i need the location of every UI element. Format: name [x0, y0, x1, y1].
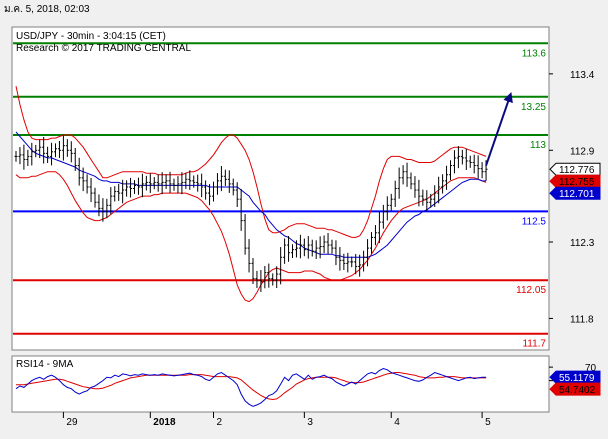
time-axis-label: 2018 — [153, 417, 176, 428]
projection-arrow — [485, 92, 513, 166]
rsi-badge-label: 54.7402 — [559, 385, 596, 396]
lower-band-line — [15, 171, 487, 303]
ma-line — [15, 131, 487, 258]
price-badge: 112.701 — [549, 186, 601, 200]
date-stamp: ม.ค. 5, 2018, 02:03 — [4, 4, 90, 15]
key-level-label: 113.6 — [522, 48, 547, 59]
bollinger-bands — [15, 85, 487, 303]
time-axis-label: 3 — [307, 417, 313, 428]
time-axis-label: 5 — [485, 417, 491, 428]
rsi-ma-line — [16, 372, 487, 401]
key-level-labels: 113.6 13.25 113 112.5 112.05 111.7 — [516, 48, 546, 349]
upper-band-line — [15, 85, 487, 238]
time-axis-label: 29 — [66, 417, 78, 428]
moving-average — [15, 131, 487, 258]
time-axis-label: 4 — [394, 417, 400, 428]
price-axis-label: 111.8 — [570, 314, 594, 325]
rsi-axis-label: 70 — [585, 363, 597, 374]
key-level-label: 112.5 — [522, 216, 547, 227]
chart-title: USD/JPY - 30min - 3:04:15 (CET) — [16, 31, 166, 42]
price-panel — [11, 26, 550, 351]
projection-arrow-line — [485, 92, 513, 166]
price-axis-label: 112.9 — [570, 146, 595, 157]
key-level-label: 113 — [530, 140, 546, 151]
chart-subtitle: Research © 2017 TRADING CENTRAL — [16, 43, 191, 54]
price-badge-label: 112.755 — [559, 177, 595, 188]
price-axis-label: 112.3 — [570, 238, 595, 249]
rsi-title: RSI14 - 9MA — [16, 359, 74, 370]
rsi-lines — [15, 367, 487, 407]
time-axis: 29 2018 2 3 4 5 — [62, 412, 491, 428]
price-badge: 112.776 — [549, 162, 601, 176]
key-level-label: 13.25 — [521, 102, 546, 113]
rsi-line — [15, 367, 487, 407]
rsi-badge: 55.1179 — [549, 370, 601, 384]
price-badge: 112.755 — [549, 174, 601, 188]
key-level-label: 111.7 — [522, 339, 546, 350]
key-level-label: 112.05 — [516, 285, 546, 296]
price-axis: 113.4 112.9 112.3 111.8 — [549, 70, 595, 325]
time-axis-label: 2 — [217, 417, 223, 428]
price-badge-label: 112.701 — [559, 189, 595, 200]
rsi-badge: 54.7402 — [549, 382, 601, 396]
price-axis-label: 113.4 — [570, 70, 595, 81]
price-bars — [14, 135, 488, 292]
price-badge-label: 112.776 — [559, 165, 595, 176]
rsi-badge-label: 55.1179 — [559, 373, 595, 384]
key-levels — [13, 42, 548, 335]
